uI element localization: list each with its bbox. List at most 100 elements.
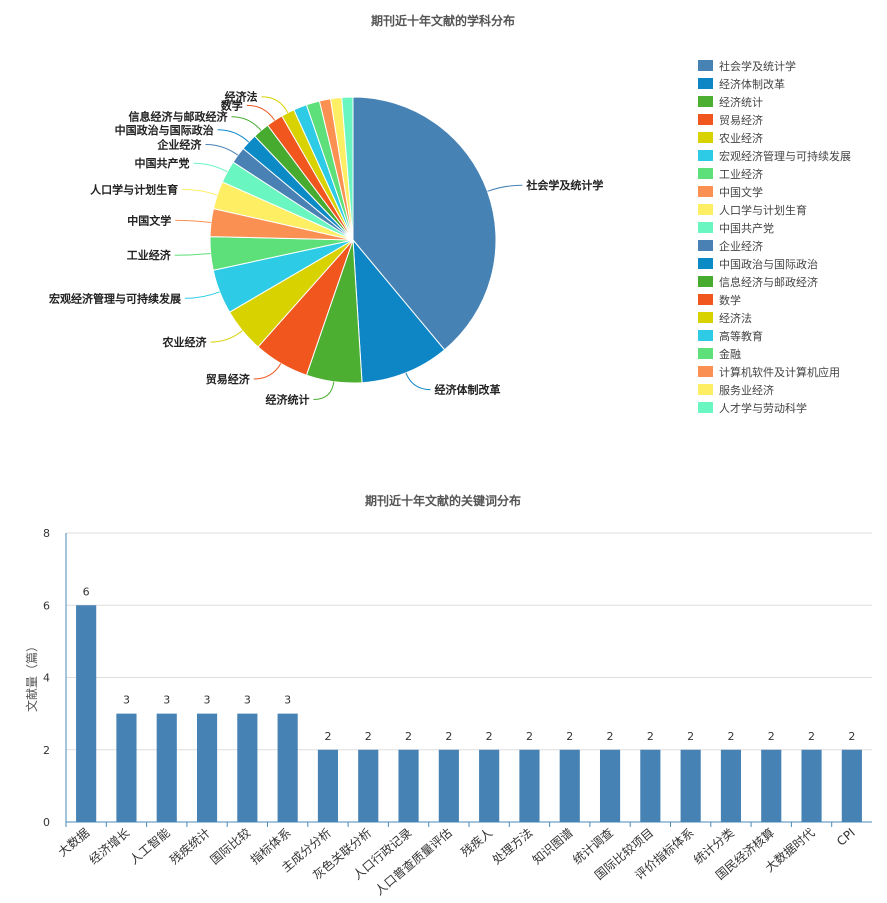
pie-label: 信息经济与邮政经济 bbox=[128, 110, 228, 124]
legend-swatch[interactable] bbox=[698, 240, 713, 251]
pie-label-line bbox=[205, 143, 239, 156]
pie-label-line bbox=[487, 184, 523, 192]
bar-value-label: 2 bbox=[687, 730, 694, 743]
bar[interactable] bbox=[519, 749, 540, 822]
legend-label[interactable]: 服务业经济 bbox=[719, 383, 774, 397]
legend-swatch[interactable] bbox=[698, 114, 713, 125]
bar[interactable] bbox=[640, 749, 661, 822]
bar-value-label: 2 bbox=[324, 730, 331, 743]
bar[interactable] bbox=[599, 749, 621, 822]
legend-swatch[interactable] bbox=[698, 96, 713, 107]
pie-label-line bbox=[313, 381, 335, 401]
legend-label[interactable]: 工业经济 bbox=[719, 167, 763, 181]
legend-label[interactable]: 农业经济 bbox=[719, 131, 763, 145]
pie-label: 中国政治与国际政治 bbox=[115, 123, 214, 137]
pie-chart: 期刊近十年文献的学科分布 社会学及统计学经济体制改革经济统计贸易经济农业经济宏观… bbox=[49, 13, 851, 415]
legend-swatch[interactable] bbox=[698, 348, 713, 359]
legend-swatch[interactable] bbox=[698, 258, 713, 269]
bar[interactable] bbox=[761, 749, 782, 822]
legend-label[interactable]: 人口学与计划生育 bbox=[719, 203, 807, 217]
legend-label[interactable]: 社会学及统计学 bbox=[719, 59, 796, 73]
y-tick-label: 8 bbox=[43, 527, 50, 540]
x-tick-label: 大数据 bbox=[55, 825, 92, 860]
bar-value-label: 2 bbox=[848, 730, 855, 743]
bar[interactable] bbox=[317, 749, 339, 822]
bar-value-label: 2 bbox=[647, 730, 654, 743]
legend-label[interactable]: 人才学与劳动科学 bbox=[719, 401, 807, 415]
bar[interactable] bbox=[196, 713, 218, 822]
pie-label: 经济统计 bbox=[265, 393, 309, 407]
pie-label-line bbox=[261, 96, 289, 113]
pie-chart-title: 期刊近十年文献的学科分布 bbox=[371, 13, 515, 28]
bar[interactable] bbox=[358, 749, 379, 822]
legend-label[interactable]: 经济法 bbox=[719, 311, 752, 325]
bar[interactable] bbox=[801, 749, 822, 822]
legend-swatch[interactable] bbox=[698, 402, 713, 413]
pie-label-line bbox=[246, 104, 276, 121]
bar[interactable] bbox=[559, 749, 580, 822]
bar[interactable] bbox=[398, 749, 419, 822]
legend-swatch[interactable] bbox=[698, 222, 713, 233]
bar[interactable] bbox=[841, 749, 862, 822]
legend-swatch[interactable] bbox=[698, 330, 713, 341]
legend-swatch[interactable] bbox=[698, 60, 713, 71]
y-tick-label: 6 bbox=[43, 599, 50, 612]
pie-label: 经济体制改革 bbox=[435, 383, 501, 397]
bar-value-label: 3 bbox=[163, 694, 170, 707]
legend-swatch[interactable] bbox=[698, 78, 713, 89]
legend-label[interactable]: 中国政治与国际政治 bbox=[719, 257, 818, 271]
legend-swatch[interactable] bbox=[698, 312, 713, 323]
legend-label[interactable]: 金融 bbox=[719, 347, 741, 361]
legend-label[interactable]: 信息经济与邮政经济 bbox=[719, 275, 818, 289]
bar[interactable] bbox=[720, 749, 742, 822]
bar-chart: 期刊近十年文献的关键词分布 文献量（篇） 6 3 3 3 3 3 2 2 2 2 2 2 2 2 2 2 2 2 2… bbox=[24, 493, 872, 898]
pie-label-line bbox=[175, 219, 212, 224]
y-tick-label: 2 bbox=[43, 744, 50, 757]
bar[interactable] bbox=[76, 605, 97, 822]
legend-label[interactable]: 数学 bbox=[719, 293, 741, 307]
pie-label: 中国共产党 bbox=[135, 156, 190, 170]
legend-swatch[interactable] bbox=[698, 168, 713, 179]
legend-label[interactable]: 中国共产党 bbox=[719, 221, 774, 235]
pie-label: 数学 bbox=[221, 98, 243, 112]
x-tick-label: CPI bbox=[834, 826, 858, 849]
bar-value-label: 2 bbox=[445, 730, 452, 743]
legend-swatch[interactable] bbox=[698, 132, 713, 143]
y-tick-label: 0 bbox=[43, 816, 50, 829]
bar-value-label: 3 bbox=[284, 694, 291, 707]
legend-swatch[interactable] bbox=[698, 204, 713, 215]
bar[interactable] bbox=[277, 713, 298, 822]
bar-value-label: 2 bbox=[526, 730, 533, 743]
legend-swatch[interactable] bbox=[698, 366, 713, 377]
x-tick-label: 经济增长 bbox=[86, 825, 132, 867]
legend-label[interactable]: 贸易经济 bbox=[719, 113, 763, 127]
legend-label[interactable]: 中国文学 bbox=[719, 185, 763, 199]
legend-swatch[interactable] bbox=[698, 186, 713, 197]
legend-swatch[interactable] bbox=[698, 150, 713, 161]
bar-value-label: 2 bbox=[486, 730, 493, 743]
legend-label[interactable]: 宏观经济管理与可持续发展 bbox=[719, 149, 851, 163]
bar[interactable] bbox=[156, 713, 177, 822]
bar-grid bbox=[66, 532, 872, 823]
y-axis-label: 文献量（篇） bbox=[24, 640, 39, 712]
bar[interactable] bbox=[116, 713, 137, 822]
pie-label: 中国文学 bbox=[127, 213, 171, 227]
legend-swatch[interactable] bbox=[698, 294, 713, 305]
legend-label[interactable]: 经济体制改革 bbox=[719, 77, 785, 91]
pie-label-line bbox=[184, 291, 220, 299]
legend-label[interactable]: 企业经济 bbox=[719, 239, 763, 253]
pie-label: 社会学及统计学 bbox=[525, 178, 603, 192]
bar-value-label: 2 bbox=[405, 730, 412, 743]
legend-swatch[interactable] bbox=[698, 276, 713, 287]
bar[interactable] bbox=[237, 713, 258, 822]
legend-swatch[interactable] bbox=[698, 384, 713, 395]
bar[interactable] bbox=[479, 749, 500, 822]
bar[interactable] bbox=[680, 749, 701, 822]
pie-slice[interactable] bbox=[341, 96, 354, 241]
legend-label[interactable]: 计算机软件及计算机应用 bbox=[719, 365, 840, 379]
legend-label[interactable]: 高等教育 bbox=[719, 329, 763, 343]
bar[interactable] bbox=[438, 749, 459, 822]
bar-value-label: 6 bbox=[83, 585, 90, 598]
legend-label[interactable]: 经济统计 bbox=[719, 95, 763, 109]
